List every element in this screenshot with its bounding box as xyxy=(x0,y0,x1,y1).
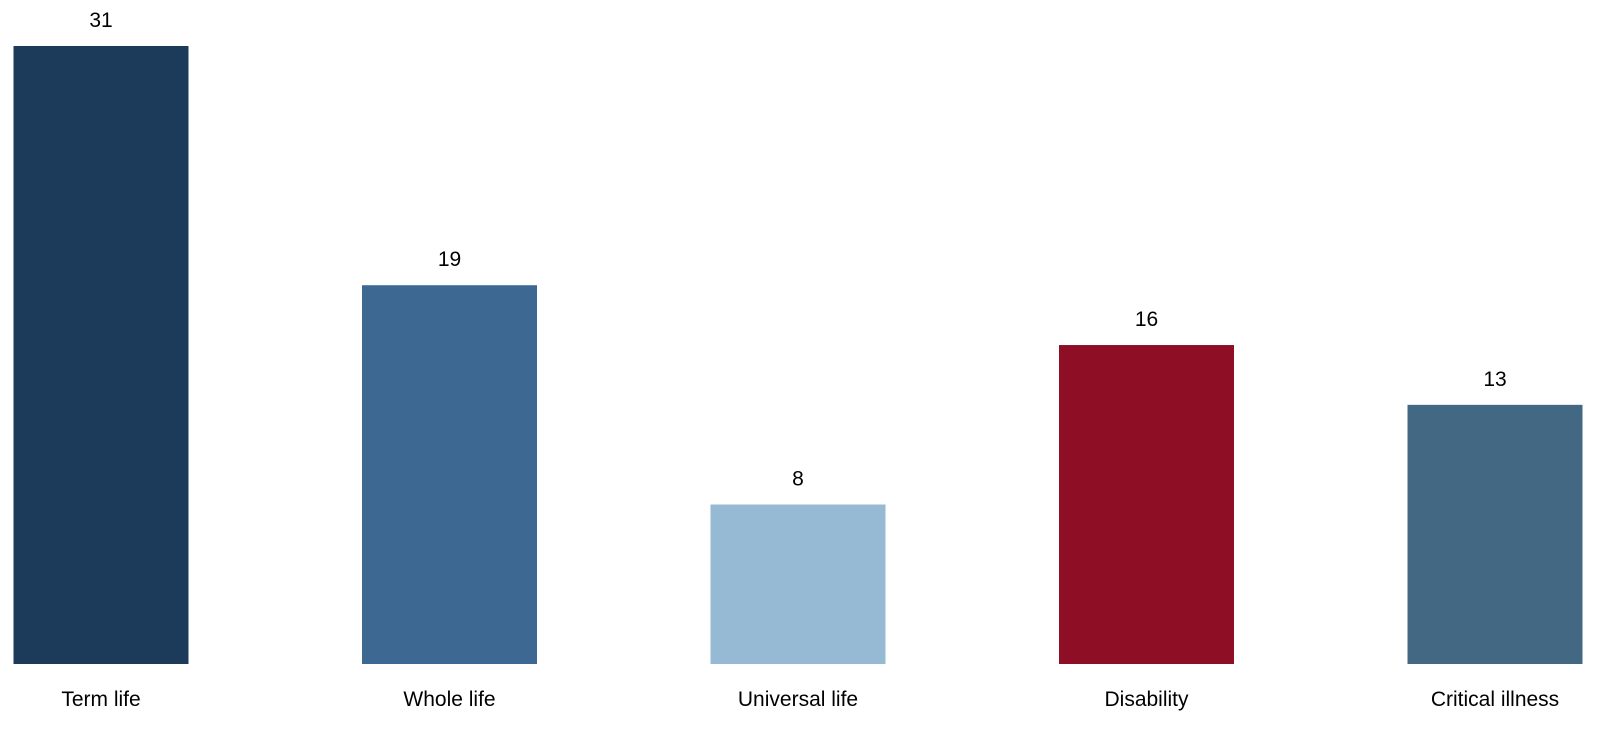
bar-whole-life xyxy=(362,285,537,664)
category-label-critical-illness: Critical illness xyxy=(1431,688,1559,711)
category-labels-group: Term life Whole life Universal life Disabil… xyxy=(61,688,1559,711)
value-label-disability: 16 xyxy=(1135,308,1158,331)
value-labels-group: 31 19 8 16 13 xyxy=(89,9,1506,491)
value-label-universal-life: 8 xyxy=(792,468,804,491)
bar-disability xyxy=(1059,345,1234,664)
value-label-critical-illness: 13 xyxy=(1483,368,1506,391)
bars-group xyxy=(13,46,1583,664)
category-label-term-life: Term life xyxy=(61,688,140,711)
bar-critical-illness xyxy=(1407,404,1583,664)
category-label-disability: Disability xyxy=(1104,688,1189,711)
value-label-term-life: 31 xyxy=(89,9,112,32)
bar-term-life xyxy=(13,46,189,664)
value-label-whole-life: 19 xyxy=(438,248,461,271)
category-label-whole-life: Whole life xyxy=(403,688,495,711)
category-label-universal-life: Universal life xyxy=(738,688,858,711)
bar-universal-life xyxy=(710,504,886,664)
